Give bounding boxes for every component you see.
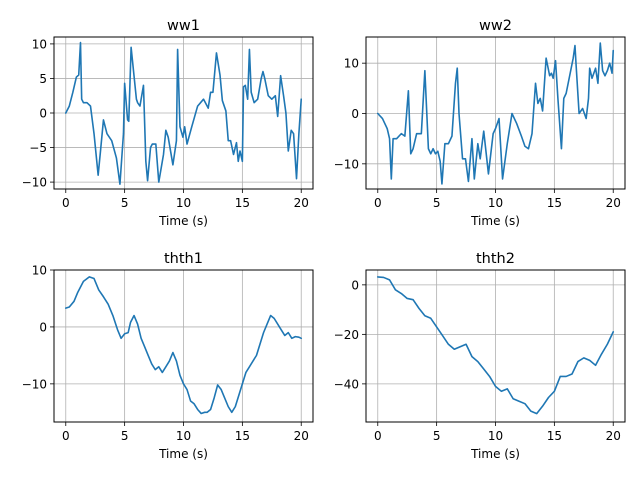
y-tick-label: −5: [29, 141, 47, 155]
x-tick-label: 0: [374, 429, 382, 443]
chart-thth1: 0 5 10 15 20 −10 0 10 thth1 Time (s): [22, 251, 314, 461]
x-tick-label: 20: [606, 196, 621, 210]
y-tick-label: 10: [32, 264, 47, 278]
x-axis-label: Time (s): [158, 447, 208, 461]
x-tick-label: 10: [176, 429, 191, 443]
chart-ww2: 0 5 10 15 20 −10 0 10 ww2 Time (s): [334, 18, 626, 228]
x-tick-label: 0: [62, 196, 70, 210]
x-tick-label: 5: [121, 429, 129, 443]
y-tick-label: −10: [22, 377, 47, 391]
x-tick-label: 10: [176, 196, 191, 210]
y-tick-label: −20: [334, 328, 359, 342]
x-tick-label: 20: [294, 196, 309, 210]
x-axis-label: Time (s): [470, 447, 520, 461]
x-axis-label: Time (s): [470, 214, 520, 228]
x-axis-label: Time (s): [158, 214, 208, 228]
x-tick-label: 20: [294, 429, 309, 443]
y-tick-label: −10: [22, 176, 47, 190]
x-tick-label: 0: [374, 196, 382, 210]
x-tick-label: 5: [433, 196, 441, 210]
series-line: [64, 276, 303, 415]
chart-title: ww1: [167, 18, 200, 34]
y-tick-label: −40: [334, 377, 359, 391]
x-tick-label: 5: [121, 196, 129, 210]
y-tick-label: 0: [351, 107, 359, 121]
chart-title: thth2: [476, 251, 515, 267]
x-tick-label: 10: [488, 429, 503, 443]
series-line: [376, 42, 615, 185]
chart-ww1: 0 5 10 15 20 −10 −5 0 5 10 ww1 Time (s): [22, 18, 314, 228]
series-line: [64, 41, 303, 185]
x-tick-label: 15: [235, 429, 250, 443]
x-tick-label: 15: [547, 429, 562, 443]
x-tick-label: 20: [606, 429, 621, 443]
x-tick-label: 15: [235, 196, 250, 210]
y-tick-label: 0: [351, 278, 359, 292]
y-tick-label: 0: [39, 107, 47, 121]
y-tick-label: 5: [39, 72, 47, 86]
series-line: [376, 276, 615, 415]
chart-thth2: 0 5 10 15 20 −40 −20 0 thth2 Time (s): [334, 251, 626, 461]
chart-title: ww2: [479, 18, 512, 34]
y-tick-label: 0: [39, 320, 47, 334]
y-tick-label: −10: [334, 157, 359, 171]
x-tick-label: 15: [547, 196, 562, 210]
chart-title: thth1: [164, 251, 203, 267]
x-tick-label: 10: [488, 196, 503, 210]
y-tick-label: 10: [32, 37, 47, 51]
x-tick-label: 0: [62, 429, 70, 443]
x-tick-label: 5: [433, 429, 441, 443]
y-tick-label: 10: [344, 57, 359, 71]
